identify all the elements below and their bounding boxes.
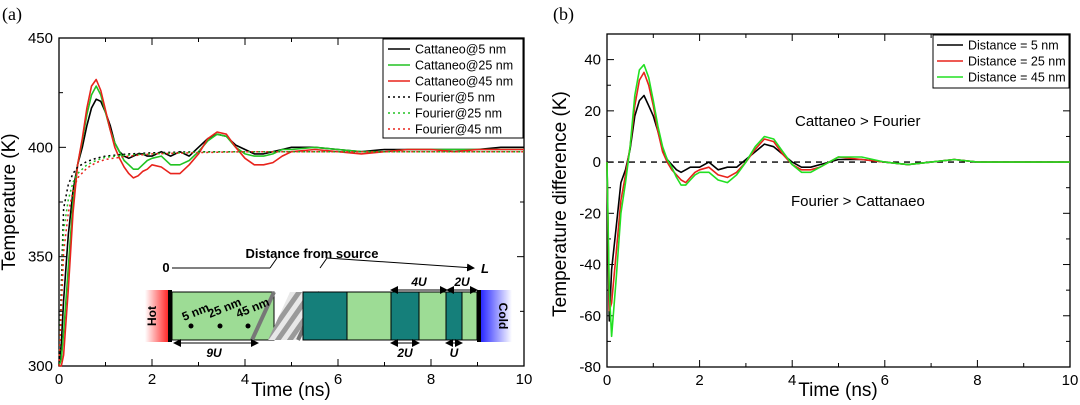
inset-label-u: U [450, 346, 459, 360]
chart-b-legend: Distance = 5 nm Distance = 25 nm Distance … [932, 34, 1070, 89]
inset-seg-6 [461, 291, 478, 341]
chart-b-ylabel: Temperature difference (K) [550, 91, 571, 317]
panel-b-label: (b) [553, 4, 574, 25]
series-line-fourier-25-nm [58, 150, 524, 367]
inset-label-4u: 4U [410, 275, 427, 289]
series-line-distance-25-nm [606, 71, 1070, 312]
inset-point-45nm [245, 323, 251, 329]
series-line-fourier-5-nm [58, 150, 524, 367]
inset-label-9u: 9U [206, 346, 222, 360]
inset-cold-label: Cold [496, 303, 510, 330]
inset-cold-gradient [481, 290, 512, 342]
inset-start-label: 0 [162, 260, 169, 275]
legend-entry: Cattaneo@25 nm [415, 59, 513, 73]
annotation-cattaneo-greater: Cattaneo > Fourier [795, 113, 921, 130]
chart-1-xtick-label: 6 [881, 372, 889, 389]
chart-0-ytick-label: 400 [28, 139, 53, 156]
legend-entry: Cattaneo@5 nm [415, 43, 506, 57]
inset-end-label: L [481, 261, 489, 276]
chart-b: 0 2 4 6 8 10 -80 -60 -40 -20 0 20 40 Time (ns) Tempe… [550, 33, 1079, 401]
chart-a-legend-box [382, 38, 524, 139]
legend-entry: Fourier@5 nm [415, 91, 495, 105]
inset-diagram: Hot Cold Distance from source 0 L [145, 246, 512, 360]
chart-1-ytick-label: -80 [579, 359, 601, 376]
inset-point-5nm [188, 323, 194, 329]
panel-a-label: (a) [2, 4, 22, 25]
series-line-distance-45-nm [606, 63, 1070, 338]
inset-seg-5 [445, 291, 463, 341]
legend-entry: Distance = 45 nm [968, 71, 1066, 85]
chart-0-xtick-label: 10 [516, 371, 533, 388]
chart-1-ytick-label: -60 [579, 308, 601, 325]
chart-a-legend: Cattaneo@5 nm Cattaneo@25 nm Cattaneo@45 n… [382, 38, 524, 139]
chart-a-ylabel: Temperature (K) [0, 133, 20, 270]
inset-left-wall [168, 290, 172, 342]
chart-a-xlabel: Time (ns) [251, 380, 331, 401]
inset-hot-gradient [145, 290, 168, 342]
legend-entry: Distance = 5 nm [968, 39, 1059, 53]
chart-0-ytick-label: 350 [28, 249, 53, 266]
legend-entry: Fourier@25 nm [415, 107, 502, 121]
chart-0-xtick-label: 4 [241, 371, 249, 388]
annotation-fourier-greater: Fourier > Cattanaeo [791, 193, 925, 210]
chart-0-xtick-label: 2 [148, 371, 156, 388]
legend-entry: Fourier@45 nm [415, 123, 502, 137]
chart-1-ytick-label: 0 [593, 154, 601, 171]
inset-distance-arrow-slash-1 [269, 257, 278, 269]
inset-seg-2 [346, 291, 392, 341]
chart-0-xtick-label: 6 [334, 371, 342, 388]
chart-a: 0 2 4 6 8 10 300 350 400 450 Time (ns) Temperatur… [0, 30, 532, 401]
chart-1-xtick-label: 2 [695, 372, 703, 389]
inset-distance-arrow-slash-2 [319, 257, 328, 269]
inset-distance-title: Distance from source [246, 246, 379, 261]
inset-right-wall [477, 290, 481, 342]
chart-1-xtick-label: 0 [603, 372, 611, 389]
chart-1-ytick-label: 40 [584, 52, 601, 69]
inset-hot-label: Hot [145, 306, 159, 326]
inset-label-2u-bottom: 2U [396, 346, 413, 360]
chart-0-xtick-label: 0 [55, 371, 63, 388]
chart-0-xtick-label: 8 [427, 371, 435, 388]
inset-seg-4 [418, 291, 447, 341]
chart-1-ytick-label: 20 [584, 103, 601, 120]
inset-seg-1 [302, 291, 348, 341]
chart-b-xlabel: Time (ns) [798, 380, 878, 401]
chart-1-ytick-label: -20 [579, 205, 601, 222]
chart-1-ytick-label: -40 [579, 257, 601, 274]
legend-entry: Cattaneo@45 nm [415, 75, 513, 89]
chart-1-xtick-label: 8 [973, 372, 981, 389]
chart-1-xtick-label: 10 [1062, 372, 1079, 389]
inset-distance-arrow-right [326, 257, 475, 272]
inset-seg-3 [390, 291, 420, 341]
chart-1-xtick-label: 4 [788, 372, 796, 389]
inset-label-2u-top: 2U [453, 275, 470, 289]
chart-0-ytick-label: 300 [28, 358, 53, 375]
series-line-cattaneo-25-nm [58, 85, 524, 367]
inset-point-25nm [217, 323, 223, 329]
inset-break-line-left [250, 291, 276, 341]
legend-entry: Distance = 25 nm [968, 55, 1066, 69]
chart-0-ytick-label: 450 [28, 30, 53, 47]
series-line-fourier-45-nm [58, 150, 524, 367]
series-line-cattaneo-45-nm [59, 78, 524, 367]
